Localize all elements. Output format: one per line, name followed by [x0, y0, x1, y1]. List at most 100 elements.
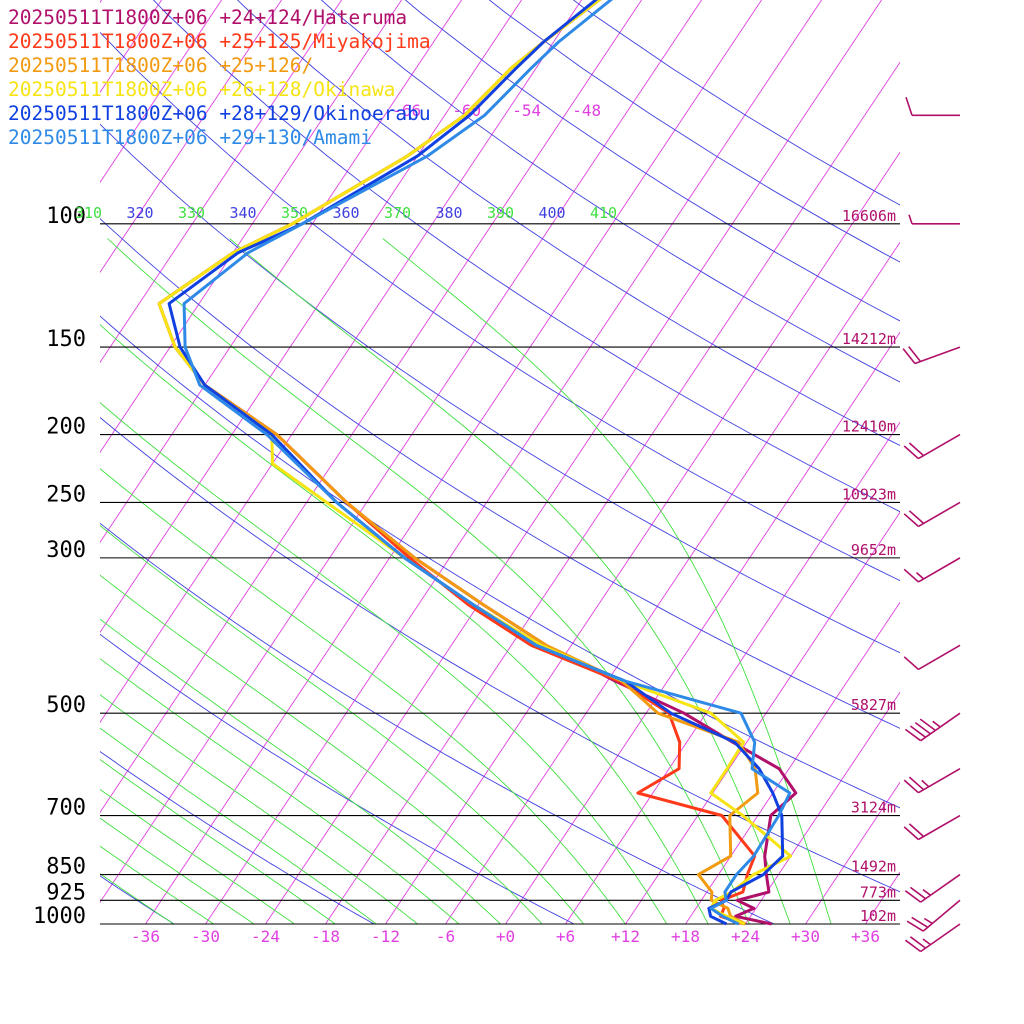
isotherm-line	[565, 421, 900, 924]
theta-label: 310	[75, 204, 102, 222]
moist-adiabat-line	[100, 694, 419, 924]
moist-adiabat-line	[100, 468, 626, 924]
wind-barb	[903, 501, 961, 528]
pressure-label: 850	[46, 855, 86, 880]
wind-barb	[903, 814, 961, 841]
isotherm-line	[100, 0, 583, 724]
wind-barb	[903, 767, 961, 794]
theta-label: 380	[435, 204, 462, 222]
legend-entry-unnamed: 20250511T1800Z+06 +25+126/	[8, 54, 314, 77]
isotherm-line	[100, 0, 703, 904]
moist-adiabat-line	[100, 758, 336, 924]
theta-label: 330	[178, 204, 205, 222]
isotherm-line	[100, 0, 283, 274]
legend-entry-hateruma: 20250511T1800Z+06 +24+124/Hateruma	[8, 6, 408, 29]
isotherm-line	[745, 691, 900, 924]
height-label: 3124m	[851, 799, 896, 817]
legend: 20250511T1800Z+06 +24+124/Hateruma 20250…	[8, 6, 431, 150]
isotherm-line	[685, 601, 900, 924]
isotherm-line	[100, 0, 343, 364]
isotherm-line	[986, 0, 1024, 924]
legend-entry-okinawa: 20250511T1800Z+06 +26+128/Okinawa	[8, 78, 396, 101]
isotherm-line	[865, 871, 900, 924]
dry-adiabat-line	[100, 875, 175, 924]
theta-label: 360	[332, 204, 359, 222]
dry-adiabat-line	[100, 633, 576, 924]
isotherm-line	[145, 0, 763, 924]
isotherm-line	[445, 241, 900, 924]
isotherm-line	[100, 0, 523, 634]
isotherm-line	[100, 0, 643, 814]
theta-label: 370	[384, 204, 411, 222]
pressure-label: 150	[46, 327, 86, 352]
sounding-series-5	[182, 0, 792, 926]
moist-adiabat-line	[100, 402, 668, 924]
pressure-label: 300	[46, 538, 86, 563]
wind-barb	[904, 873, 961, 903]
height-label: 16606m	[842, 207, 896, 225]
sounding-lines	[157, 0, 798, 926]
x-tick-label: -30	[191, 927, 220, 946]
wind-barb	[902, 346, 961, 365]
pressure-label: 200	[46, 415, 86, 440]
isotherm-line	[265, 0, 883, 924]
dry-adiabat-line	[100, 750, 375, 924]
x-tick-label: -18	[311, 927, 340, 946]
pressure-label: 1000	[33, 904, 86, 929]
legend-entry-miyakojima: 20250511T1800Z+06 +25+125/Miyakojima	[8, 30, 431, 53]
isotherm-line	[505, 331, 900, 924]
moist-adiabat-line	[100, 873, 175, 924]
isotherm-line	[100, 0, 463, 544]
x-tick-label: +24	[731, 927, 760, 946]
theta-label: 320	[126, 204, 153, 222]
moist-adiabat-line	[100, 574, 543, 924]
x-tick-label: -12	[371, 927, 400, 946]
moist-adiabat-line	[100, 788, 296, 924]
pressure-label: 925	[46, 880, 86, 905]
theta-label: 400	[538, 204, 565, 222]
moist-adiabat-line	[100, 524, 585, 924]
x-tick-label: +30	[791, 927, 820, 946]
isotherm-line	[926, 0, 1024, 924]
isotherm-label: -54	[512, 101, 541, 120]
height-label: 773m	[860, 883, 896, 901]
pressure-label: 250	[46, 482, 86, 507]
isotherm-line	[325, 61, 900, 924]
isotherm-line	[100, 0, 163, 94]
wind-barb	[903, 557, 961, 583]
pressure-label: 700	[46, 796, 86, 821]
height-label: 102m	[860, 907, 896, 925]
moist-adiabat-line	[100, 324, 709, 924]
height-label: 14212m	[842, 330, 896, 348]
legend-entry-okinoerabu: 20250511T1800Z+06 +28+129/Okinoerabu	[8, 102, 431, 125]
isotherm-line	[100, 0, 223, 184]
theta-label: 350	[281, 204, 308, 222]
x-tick-label: +6	[556, 927, 575, 946]
wind-barb	[905, 97, 961, 117]
isotherm-line	[100, 0, 403, 454]
moist-adiabat-line	[100, 817, 255, 924]
x-tick-label: -6	[436, 927, 455, 946]
wind-barb	[906, 899, 961, 932]
moist-adiabat-line	[100, 618, 502, 924]
x-tick-label: -36	[131, 927, 160, 946]
wind-barb	[904, 712, 961, 742]
theta-label: 390	[487, 204, 514, 222]
pressure-label: 500	[46, 693, 86, 718]
height-label: 5827m	[851, 696, 896, 714]
isotherm-line	[385, 151, 900, 924]
wind-barbs	[902, 97, 961, 953]
wind-barb	[903, 433, 961, 460]
isotherm-label: -66	[392, 101, 421, 120]
legend-entry-amami: 20250511T1800Z+06 +29+130/Amami	[8, 126, 372, 149]
wind-barb	[904, 923, 961, 953]
isotherm-line	[625, 511, 900, 924]
x-tick-label: +0	[496, 927, 515, 946]
moist-adiabat-line	[100, 658, 460, 924]
height-label: 10923m	[842, 485, 896, 503]
moist-adiabat-line	[100, 727, 377, 924]
moist-adiabat-line	[107, 238, 750, 924]
x-tick-label: +12	[611, 927, 640, 946]
height-label: 9652m	[851, 541, 896, 559]
moist-adiabat-line	[229, 238, 791, 924]
